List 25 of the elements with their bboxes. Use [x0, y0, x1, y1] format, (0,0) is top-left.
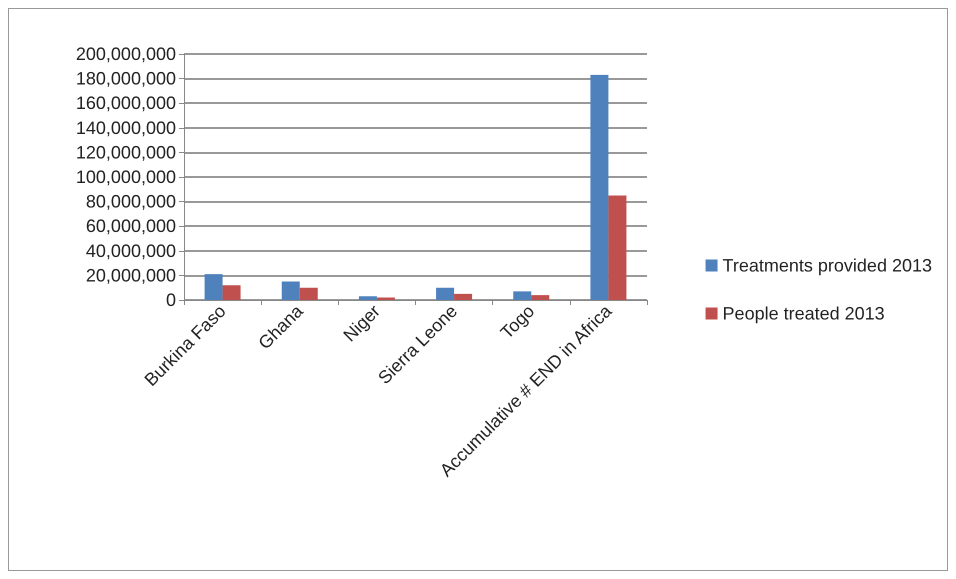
y-tick-label: 140,000,000: [76, 118, 176, 138]
y-tick-label: 180,000,000: [76, 68, 176, 89]
bar: [436, 288, 454, 300]
bar: [300, 288, 318, 300]
y-tick-label: 40,000,000: [86, 240, 176, 261]
x-tick-label: Togo: [496, 300, 538, 343]
legend-label: People treated 2013: [722, 304, 885, 324]
bar: [608, 195, 626, 300]
y-tick-label: 120,000,000: [76, 142, 176, 162]
bar: [590, 74, 608, 300]
y-tick-label: 20,000,000: [86, 265, 176, 286]
bar: [454, 294, 472, 300]
y-tick-label: 80,000,000: [86, 192, 176, 212]
y-tick-label: 60,000,000: [86, 216, 176, 236]
bar: [282, 282, 300, 300]
y-tick-label: 0: [166, 290, 176, 310]
bar: [358, 296, 377, 300]
bar: [204, 274, 223, 300]
y-tick-label: 200,000,000: [76, 44, 176, 64]
y-tick-label: 160,000,000: [76, 93, 176, 114]
y-tick-label: 100,000,000: [76, 167, 176, 187]
bar: [513, 291, 532, 300]
bar: [531, 295, 550, 300]
bar: [222, 285, 241, 300]
legend-label: Treatments provided 2013: [722, 256, 932, 276]
